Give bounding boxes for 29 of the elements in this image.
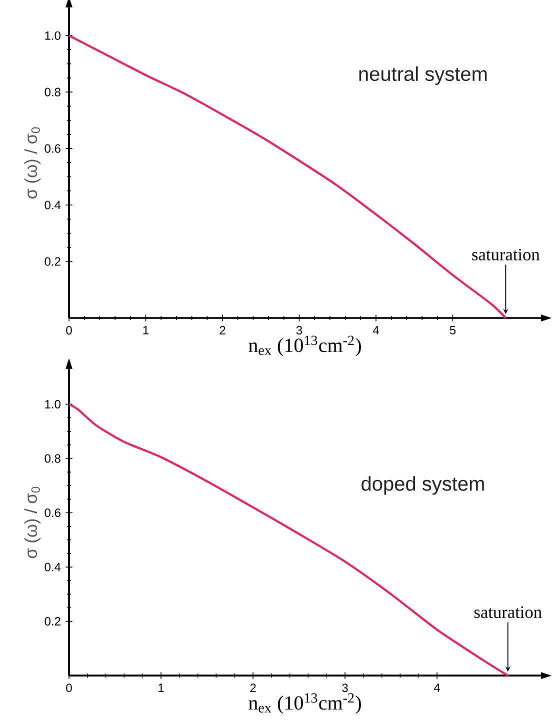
y-tick-label: 0.6	[44, 144, 60, 153]
x-tick-label: 4	[372, 326, 379, 334]
y-axis-title: σ (ω) / σ$_{0}$	[24, 127, 40, 199]
x-tick-label: 2	[250, 684, 256, 692]
annotation: neutral system	[359, 66, 487, 85]
y-tick-label: 0.4	[44, 200, 61, 210]
y-axis-title: σ (ω) / σ$_{0}$	[24, 486, 40, 558]
y-tick-label: 0.6	[44, 508, 60, 518]
x-tick-label: 3	[296, 326, 302, 335]
x-axis-title: n$_{ex}$ (10$^{13}$cm$^{-2}$)	[248, 693, 361, 714]
y-tick-label: 0.4	[44, 562, 61, 572]
x-tick-label: 3	[342, 684, 348, 692]
y-tick-label: 0.8	[44, 88, 60, 96]
y-tick-label: 0.2	[44, 257, 60, 266]
y-tick-label: 0.8	[44, 454, 60, 463]
x-tick-label: 2	[220, 326, 226, 334]
annotation: doped system	[362, 476, 484, 495]
annotation: saturation	[474, 606, 542, 618]
x-tick-label: 5	[450, 326, 456, 334]
x-tick-label: 1	[143, 326, 148, 334]
y-tick-label: 0.2	[44, 617, 60, 626]
annotation: saturation	[472, 248, 540, 260]
y-tick-label: 1.0	[45, 400, 60, 408]
x-tick-label: 0	[66, 684, 72, 692]
y-tick-label: 1.0	[45, 31, 60, 40]
x-tick-label: 0	[66, 326, 72, 335]
x-axis-title: n$_{ex}$ (10$^{13}$cm$^{-2}$)	[248, 336, 361, 356]
x-tick-label: 1	[158, 684, 164, 692]
x-tick-label: 4	[434, 684, 440, 692]
